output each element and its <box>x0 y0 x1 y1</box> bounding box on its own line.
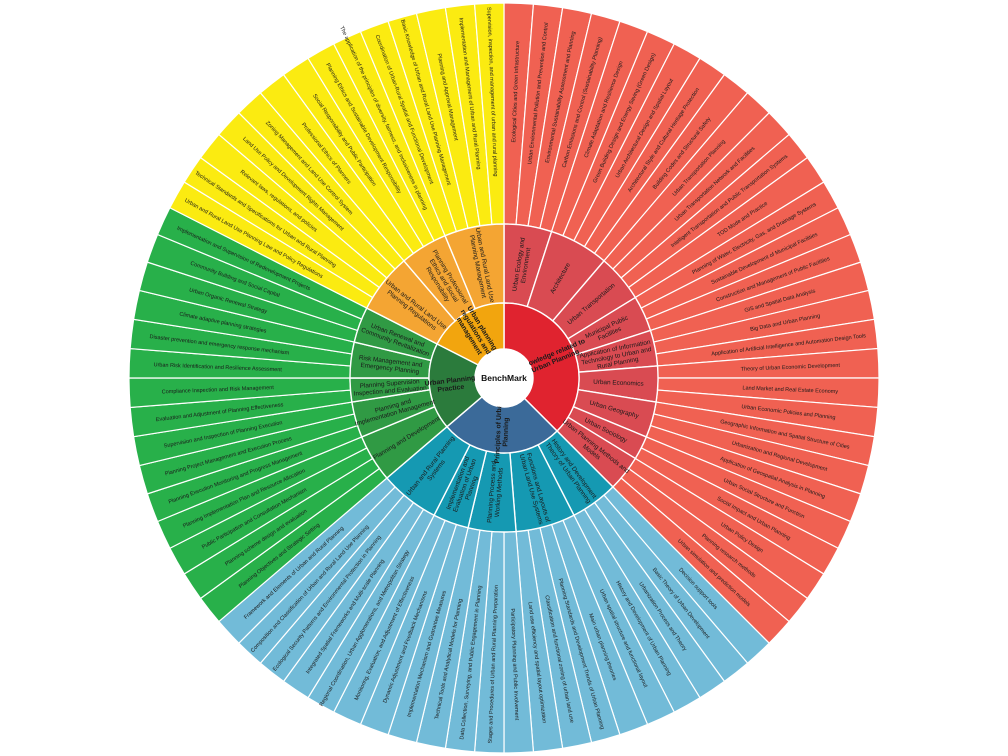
leaf-label: Land Market and Real Estate Economy <box>742 385 838 395</box>
leaf-label: Compliance Inspection and Risk Managemen… <box>162 385 275 395</box>
center-label: BenchMark <box>481 373 527 383</box>
leaf-label: Ecological Cities and Green Infrastructu… <box>511 41 521 143</box>
leaf-label: Theory of Urban Economic Development <box>741 363 841 373</box>
subcategory-label: Planning Process andWorking Methods <box>486 460 505 524</box>
sunburst-wedges <box>128 2 880 754</box>
subcategory-label: Urban Economics <box>593 379 644 388</box>
category-label: Principles of UrbanPlanning <box>494 400 511 464</box>
leaf-label: Urban Risk Identification and Resilience… <box>153 362 282 373</box>
leaf-label: Participatory Planning and Public Involv… <box>509 608 519 721</box>
center-circle <box>475 349 533 407</box>
